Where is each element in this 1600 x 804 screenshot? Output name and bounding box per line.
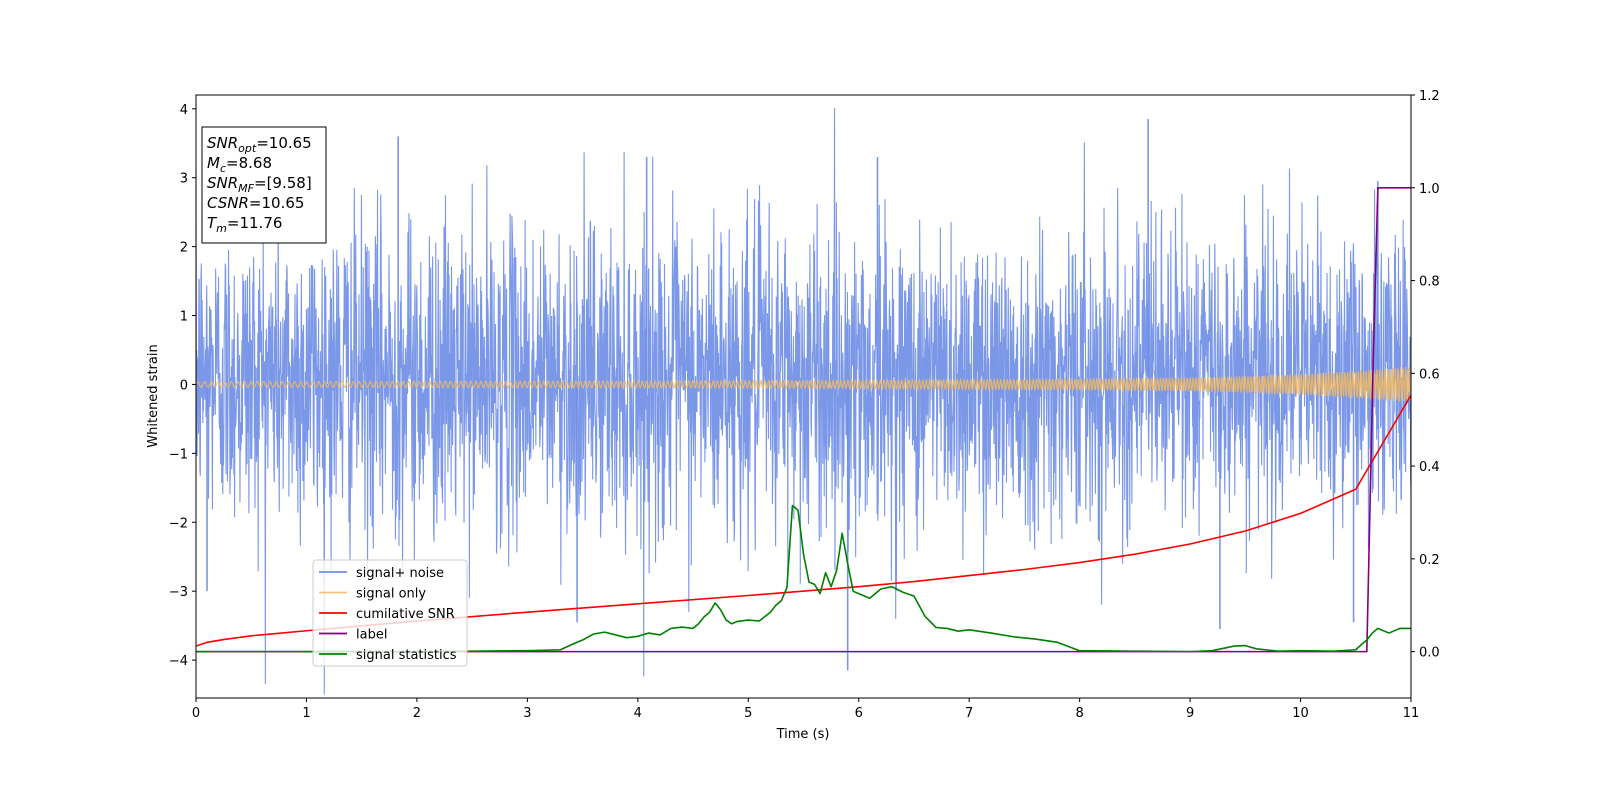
legend-label: signal only [356, 587, 426, 602]
legend-label: label [356, 628, 387, 643]
y-axis-right: 0.0 0.2 0.4 0.6 0.8 1.0 1.2 [1411, 89, 1440, 661]
y-tick-label: −2 [169, 516, 188, 531]
info-line: Tm=11.76 [207, 214, 282, 235]
y-tick-label: −3 [169, 585, 188, 600]
series-cumilative-snr [196, 394, 1411, 647]
x-tick-label: 0 [192, 706, 200, 721]
x-tick-label: 3 [523, 706, 531, 721]
y-tick-label: 3 [180, 172, 188, 187]
series-layer [196, 108, 1411, 695]
y-tick-label: 1 [180, 310, 188, 325]
y-tick-label: 2 [180, 241, 188, 256]
y2-tick-label: 0.4 [1419, 460, 1440, 475]
y2-tick-label: 1.2 [1419, 89, 1440, 104]
legend-label: signal statistics [356, 648, 457, 663]
x-tick-label: 2 [413, 706, 421, 721]
x-tick-label: 9 [1186, 706, 1194, 721]
legend-frame [312, 559, 468, 667]
x-tick-label: 7 [965, 706, 973, 721]
legend-label: signal+ noise [356, 566, 444, 581]
x-tick-label: 4 [634, 706, 642, 721]
legend-label: cumilative SNR [356, 607, 455, 622]
x-tick-label: 1 [302, 706, 310, 721]
y2-tick-label: 0.2 [1419, 553, 1440, 568]
x-tick-label: 10 [1292, 706, 1309, 721]
info-line: SNRMF=[9.58] [207, 174, 312, 195]
x-tick-label: 8 [1075, 706, 1083, 721]
series-signal-only [196, 367, 1411, 403]
y-tick-label: −1 [169, 447, 188, 462]
plot-frame [195, 94, 1412, 699]
info-line: SNRopt=10.65 [207, 134, 312, 155]
series-signal-statistics [196, 504, 1411, 653]
x-tick-label: 11 [1403, 706, 1420, 721]
info-line: Mc=8.68 [207, 154, 272, 175]
y2-tick-label: 0.8 [1419, 275, 1440, 290]
x-axis-label: Time (s) [776, 727, 830, 742]
legend: signal+ noise signal only cumilative SNR la… [312, 559, 468, 667]
y2-tick-label: 0.0 [1419, 646, 1440, 661]
x-tick-label: 5 [744, 706, 752, 721]
info-line: CSNR=10.65 [207, 194, 304, 212]
x-tick-label: 6 [855, 706, 863, 721]
x-axis: 0 1 2 3 4 5 6 7 8 9 10 11 [192, 698, 1419, 721]
y-axis-label: Whitened strain [146, 344, 161, 447]
y-tick-label: 0 [180, 378, 188, 393]
series-label [196, 186, 1411, 653]
y2-tick-label: 0.6 [1419, 367, 1440, 382]
info-box-frame [201, 126, 327, 244]
y-tick-label: −4 [169, 654, 188, 669]
y-axis-left: −4 −3 −2 −1 0 1 2 3 4 [169, 103, 196, 669]
y-tick-label: 4 [180, 103, 188, 118]
info-box: SNRopt=10.65Mc=8.68SNRMF=[9.58]CSNR=10.6… [201, 126, 327, 244]
series-signal-plus-noise [196, 108, 1411, 695]
y2-tick-label: 1.0 [1419, 182, 1440, 197]
